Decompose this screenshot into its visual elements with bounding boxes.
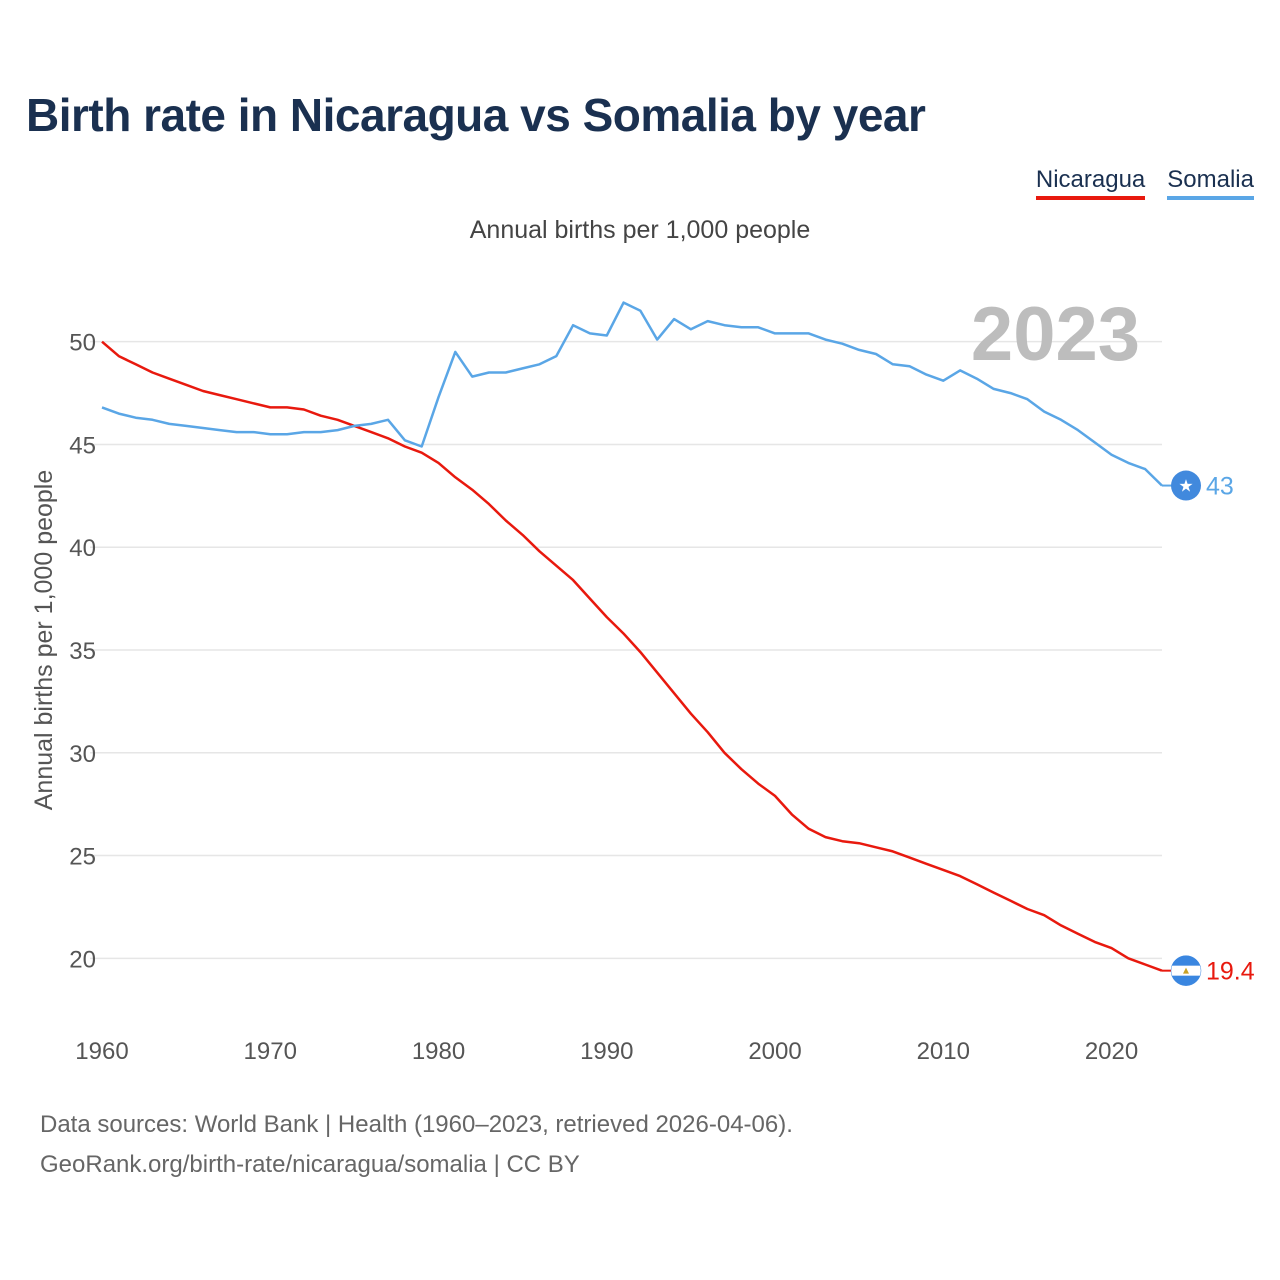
flag-icon-nicaragua: [1170, 955, 1202, 986]
flag-icon-somalia: ★: [1171, 470, 1201, 501]
end-value-label-nicaragua: 19.4: [1206, 958, 1255, 986]
y-tick-label: 20: [69, 946, 96, 973]
chart-subtitle: Annual births per 1,000 people: [469, 216, 811, 244]
series-line-somalia: [101, 301, 1163, 487]
y-axis-label: Annual births per 1,000 people: [30, 470, 58, 811]
svg-text:★: ★: [1178, 477, 1193, 497]
x-tick-label: 1970: [244, 1038, 297, 1065]
legend: Nicaragua Somalia: [1035, 166, 1254, 200]
legend-item-nicaragua[interactable]: Nicaragua: [1035, 166, 1146, 200]
x-tick-label: 2000: [748, 1038, 801, 1065]
y-tick-label: 35: [69, 638, 96, 665]
chart-title: Birth rate in Nicaragua vs Somalia by ye…: [26, 89, 926, 141]
x-axis-ticks: 1960 1970 1980 1990 2000 2010 2020: [75, 1038, 1138, 1065]
y-axis-ticks: 20 25 30 35 40 45 50: [69, 330, 96, 974]
y-tick-label: 40: [69, 535, 96, 562]
legend-item-somalia[interactable]: Somalia: [1167, 166, 1254, 200]
series-line-nicaragua: [101, 340, 1163, 972]
x-tick-label: 1980: [412, 1038, 465, 1065]
footer: Data sources: World Bank | Health (1960–…: [40, 1105, 793, 1185]
y-tick-label: 30: [69, 741, 96, 768]
end-value-label-somalia: 43: [1206, 473, 1234, 501]
x-tick-label: 1960: [75, 1038, 128, 1065]
gridlines: [90, 340, 1162, 960]
y-tick-label: 25: [69, 844, 96, 871]
y-tick-label: 50: [69, 330, 96, 357]
series-end-markers: 19.4 ★ 43: [1162, 470, 1255, 986]
data-sources-text: Data sources: World Bank | Health (1960–…: [40, 1111, 793, 1138]
y-tick-label: 45: [69, 432, 96, 459]
x-tick-label: 2020: [1085, 1038, 1138, 1065]
x-tick-label: 1990: [580, 1038, 633, 1065]
source-url-text[interactable]: GeoRank.org/birth-rate/nicaragua/somalia…: [40, 1151, 580, 1178]
x-tick-label: 2010: [917, 1038, 970, 1065]
current-year-label: 2023: [971, 292, 1140, 377]
series-lines: [101, 301, 1163, 972]
